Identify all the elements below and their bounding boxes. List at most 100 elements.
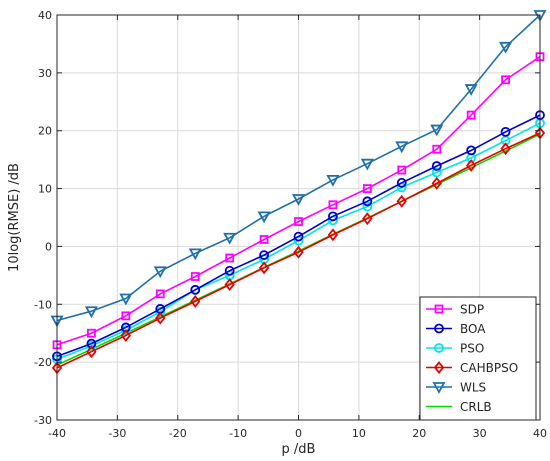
data-point-wls (291, 194, 306, 206)
y-tick-label: 30 (38, 67, 52, 80)
series-wls (50, 10, 547, 328)
data-point-sdp (362, 184, 372, 193)
data-point-boa (396, 177, 407, 188)
data-point-sdp (155, 289, 165, 299)
data-point-cahbpso (431, 176, 442, 190)
series-line-boa (56, 114, 541, 358)
data-point-wls (326, 174, 340, 187)
data-point-cahbpso (466, 158, 477, 172)
data-point-sdp (87, 328, 96, 338)
data-point-sdp (397, 165, 407, 175)
data-point-boa (431, 161, 442, 171)
y-tick-label: 40 (38, 9, 52, 22)
legend-label: SDP (460, 303, 484, 317)
y-tick-label: 20 (38, 125, 52, 138)
data-point-wls (257, 211, 271, 224)
data-point-cahbpso (120, 329, 131, 342)
data-point-boa (224, 265, 235, 276)
data-point-cahbpso (86, 345, 97, 359)
data-point-sdp (294, 217, 303, 226)
data-point-cahbpso (396, 194, 407, 208)
legend-marker (434, 304, 444, 314)
data-point-cahbpso (258, 261, 270, 275)
x-tick-label: 20 (412, 427, 426, 440)
legend-label: CRLB (460, 400, 492, 414)
data-point-wls (360, 158, 374, 171)
data-point-sdp (328, 200, 338, 210)
x-axis-label: p /dB (282, 442, 316, 457)
data-point-wls (464, 84, 478, 96)
data-point-boa (500, 126, 511, 137)
data-point-wls (188, 248, 202, 261)
data-point-wls (119, 293, 133, 306)
series-line-crlb (56, 133, 541, 366)
series-line-sdp (56, 56, 541, 346)
data-point-pso (362, 201, 373, 212)
data-point-wls (153, 266, 167, 279)
x-tick-label: 10 (352, 427, 366, 440)
y-tick-label: 10 (38, 183, 52, 196)
data-point-sdp (466, 110, 476, 120)
data-point-wls (499, 41, 513, 54)
data-point-cahbpso (500, 142, 511, 156)
y-tick-label: -20 (34, 356, 52, 369)
data-point-cahbpso (155, 311, 166, 325)
data-point-wls (223, 232, 237, 245)
data-point-pso (120, 325, 131, 336)
series-cahbpso (51, 126, 546, 375)
x-tick-label: -10 (229, 427, 247, 440)
data-point-cahbpso (190, 294, 201, 308)
legend-label: CAHBPSO (460, 361, 518, 375)
x-tick-label: -20 (169, 427, 187, 440)
legend-item-boa: BOA (426, 322, 486, 336)
data-point-sdp (225, 253, 235, 263)
legend-item-sdp: SDP (426, 303, 484, 317)
legend-item-pso: PSO (426, 342, 484, 356)
series-crlb (56, 133, 541, 366)
x-tick-label: -40 (48, 427, 66, 440)
y-tick-label: -10 (34, 298, 52, 311)
data-point-sdp (190, 272, 200, 281)
legend-item-wls: WLS (426, 381, 486, 395)
data-point-wls (395, 141, 409, 154)
data-point-sdp (432, 144, 442, 154)
data-point-cahbpso (293, 245, 304, 259)
legend-marker (433, 361, 445, 374)
data-point-sdp (121, 311, 131, 321)
x-tick-label: -30 (108, 427, 126, 440)
legend-item-cahbpso: CAHBPSO (426, 361, 518, 375)
legend-label: WLS (460, 381, 486, 395)
legend-marker (434, 343, 444, 353)
data-point-boa (466, 145, 477, 156)
y-tick-label: -30 (34, 414, 52, 427)
series-line-wls (56, 14, 541, 322)
data-point-wls (84, 306, 98, 319)
legend-marker (432, 382, 446, 394)
x-tick-label: 30 (473, 427, 487, 440)
data-point-boa (293, 231, 304, 242)
y-tick-label: 0 (45, 240, 52, 253)
data-point-cahbpso (327, 228, 339, 242)
legend-label: PSO (460, 342, 484, 356)
data-point-sdp (501, 75, 510, 85)
x-tick-label: 40 (533, 427, 547, 440)
legend: SDP BOA PSO CAHBPSO WLS CRLB (419, 296, 537, 421)
data-point-boa (190, 284, 201, 295)
data-point-sdp (259, 235, 269, 244)
legend-box (419, 296, 537, 421)
data-point-cahbpso (362, 212, 373, 226)
legend-label: BOA (460, 322, 486, 336)
data-point-boa (259, 250, 269, 261)
y-axis-label: 10log(RMSE) /dB (7, 163, 22, 272)
data-point-pso (431, 167, 442, 178)
data-point-boa (362, 196, 373, 207)
data-point-wls (430, 124, 444, 137)
data-point-cahbpso (224, 278, 235, 292)
data-point-boa (328, 211, 338, 222)
x-tick-label: 0 (295, 427, 302, 440)
series-line-cahbpso (56, 132, 541, 369)
legend-item-crlb: CRLB (426, 400, 492, 414)
legend-marker (434, 323, 444, 334)
